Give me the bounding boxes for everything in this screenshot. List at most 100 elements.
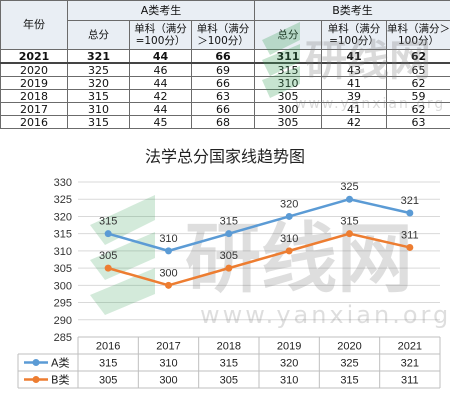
score-cell: 66 [191, 49, 255, 64]
score-cell: 42 [321, 115, 387, 129]
data-label: 310 [280, 233, 298, 245]
score-cell: 66 [191, 76, 255, 90]
score-cell: 315 [67, 115, 130, 129]
data-point [165, 281, 172, 289]
year-cell: 2016 [0, 115, 68, 129]
score-cell: 45 [129, 115, 192, 129]
score-cell: 68 [191, 115, 255, 129]
score-cell: 41 [321, 102, 387, 116]
data-label: 315 [340, 216, 358, 228]
table-value: 305 [99, 375, 117, 387]
sub-header: 总分 [254, 20, 322, 50]
x-tick-label: 2016 [96, 341, 120, 353]
score-cell: 311 [254, 49, 322, 64]
score-cell: 44 [129, 102, 192, 116]
table-row: 2016 315 45 68 305 42 63 [0, 115, 450, 129]
data-label: 320 [280, 198, 298, 210]
year-cell: 2021 [0, 49, 68, 64]
sub-header: 总分 [67, 20, 130, 50]
data-label: 321 [401, 195, 419, 207]
table-value: 310 [280, 375, 298, 387]
score-cell: 300 [254, 102, 322, 116]
score-cell: 44 [129, 76, 192, 90]
table-value: 321 [401, 358, 419, 370]
data-point [225, 264, 233, 272]
chart-data-table: 2016 2017 2018 2019 2020 2021 A类 315 310 315 320 32… [17, 336, 441, 389]
score-cell: 63 [385, 115, 450, 129]
table-row: 2021 321 44 66 311 41 62 [0, 49, 450, 64]
data-point [406, 243, 414, 251]
y-tick-label: 305 [54, 263, 72, 275]
data-point [104, 264, 112, 272]
data-label: 325 [340, 181, 358, 193]
score-cell: 59 [385, 89, 450, 103]
line-chart: 法学总分国家线趋势图 285 290 295 300 305 310 315 320 325 33… [17, 147, 450, 389]
y-axis-ticks: 285 290 295 300 305 310 315 320 325 330 [54, 177, 72, 344]
group-a-header: A类考生 [67, 0, 255, 21]
data-label: 300 [159, 267, 177, 279]
table-row: 2017 310 44 66 300 41 62 [0, 102, 450, 116]
table-value: 305 [220, 375, 238, 387]
x-tick-label: 2021 [398, 341, 422, 353]
score-cell: 62 [385, 102, 450, 116]
legend-marker [32, 376, 40, 383]
y-tick-label: 300 [54, 280, 72, 292]
score-cell: 46 [129, 62, 192, 77]
score-cell: 69 [191, 62, 255, 77]
y-tick-label: 325 [54, 194, 72, 206]
year-cell: 2020 [0, 62, 68, 77]
data-point [406, 209, 414, 217]
score-cell: 43 [321, 62, 387, 77]
score-cell: 65 [385, 62, 450, 77]
data-point [346, 230, 353, 238]
x-tick-label: 2019 [277, 341, 301, 353]
table-row: 2018 315 42 63 305 39 59 [0, 89, 450, 103]
data-point [285, 212, 293, 220]
score-table: 年份 A类考生 B类考生 总分 单科（满分=100分） 单科（满分＞100分） … [0, 0, 450, 129]
x-tick-label: 2018 [217, 341, 241, 353]
x-tick-label: 2017 [156, 341, 180, 353]
score-cell: 62 [385, 49, 450, 64]
score-cell: 315 [67, 89, 130, 103]
score-cell: 310 [254, 76, 322, 90]
y-tick-label: 295 [54, 298, 72, 310]
table-value: 311 [401, 375, 419, 387]
table-row: 2019 320 44 66 310 41 62 [0, 76, 450, 90]
series-line-a [107, 197, 411, 253]
score-cell: 321 [67, 49, 130, 64]
legend-entry: B类 [51, 373, 70, 387]
data-label: 315 [99, 216, 117, 228]
y-tick-label: 285 [54, 332, 72, 344]
data-label: 310 [159, 233, 177, 245]
score-cell: 305 [254, 115, 322, 129]
sub-header: 单科（满分=100分） [321, 20, 387, 50]
year-cell: 2018 [0, 89, 68, 103]
table-value: 310 [159, 358, 177, 370]
data-point [285, 247, 293, 255]
data-label: 305 [220, 250, 238, 262]
table-row: 2020 325 46 69 315 43 65 [0, 62, 450, 77]
series-line-b [107, 232, 411, 287]
data-point [165, 247, 172, 255]
group-b-header: B类考生 [253, 0, 450, 21]
score-cell: 66 [191, 102, 255, 116]
score-cell: 325 [67, 62, 130, 77]
score-cell: 41 [321, 76, 387, 90]
x-tick-label: 2020 [337, 341, 361, 353]
y-tick-label: 290 [54, 315, 72, 327]
score-cell: 39 [321, 89, 387, 103]
legend-entry: A类 [51, 356, 70, 370]
data-point [104, 230, 112, 238]
data-label: 315 [220, 216, 238, 228]
table-value: 325 [340, 358, 358, 370]
table-value: 300 [159, 375, 177, 387]
data-label: 305 [99, 250, 117, 262]
table-value: 315 [340, 375, 358, 387]
y-tick-label: 320 [54, 211, 72, 223]
watermark-url-text: www.yanxian.org [200, 301, 450, 329]
watermark-logo-text: 研线网 [185, 214, 413, 303]
sub-header: 单科（满分=100分） [129, 20, 192, 50]
score-cell: 305 [254, 89, 322, 103]
chart-watermark: 研线网 www.yanxian.org [90, 195, 450, 329]
year-cell: 2019 [0, 76, 68, 90]
